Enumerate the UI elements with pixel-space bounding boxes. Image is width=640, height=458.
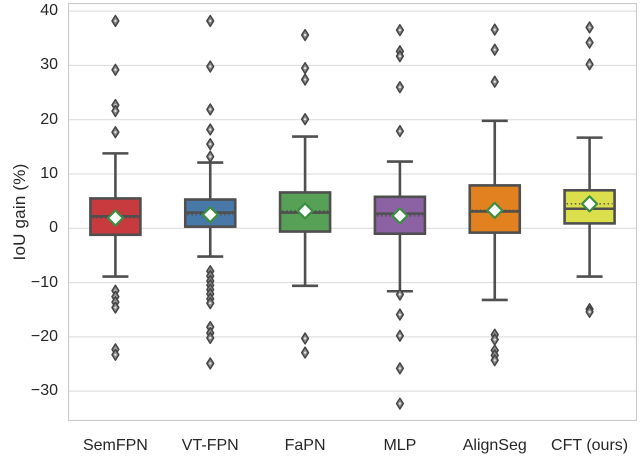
outlier-point-center [303, 33, 307, 37]
boxplot-mlp [373, 160, 427, 293]
y-tick-label: 20 [40, 110, 58, 128]
y-tick-label: 10 [40, 165, 58, 182]
y-tick-label: 0 [49, 219, 58, 237]
mean-marker [486, 201, 504, 219]
outlier-point-center [303, 337, 307, 340]
x-tick-label: MLP [383, 437, 417, 454]
y-tick-label: −30 [30, 382, 58, 400]
mean-marker [391, 207, 409, 225]
outlier-point-center [493, 48, 496, 51]
outlier-point-center [114, 353, 117, 356]
outlier-point-center [114, 19, 117, 23]
x-tick-label: SemFPN [82, 437, 148, 454]
outlier-point-center [398, 86, 402, 89]
outlier-point-center [588, 310, 591, 313]
outlier-point-center [398, 293, 402, 296]
outlier-point-center [114, 68, 117, 71]
plot-canvas [68, 3, 637, 421]
x-tick-label: VT-FPN [181, 437, 239, 454]
outlier-point-center [398, 367, 402, 370]
outlier-point-center [114, 131, 117, 134]
y-tick-label: 40 [40, 2, 58, 20]
outlier-point-center [114, 109, 117, 113]
outlier-point-center [209, 362, 212, 365]
outlier-point-center [588, 63, 591, 66]
outlier-point-center [209, 19, 212, 23]
y-tick-label: −20 [30, 327, 58, 345]
x-tick-label: AlignSeg [462, 437, 527, 454]
outlier-point-center [588, 26, 591, 29]
outlier-point-center [398, 313, 402, 316]
y-tick-label: 30 [40, 56, 58, 74]
axes-border [68, 3, 637, 421]
outlier-point-center [493, 28, 496, 31]
outlier-point-center [493, 80, 496, 83]
outlier-point-center [398, 130, 402, 133]
y-tick-label: −10 [30, 273, 58, 291]
plot-area [68, 3, 637, 421]
outlier-point-center [493, 359, 496, 362]
outlier-point-center [303, 67, 307, 70]
mean-marker [580, 195, 599, 213]
outlier-point-center [303, 78, 307, 81]
x-tick-label: FaPN [284, 437, 326, 454]
mean-marker [201, 206, 219, 224]
outlier-point-center [209, 302, 212, 305]
outlier-point-center [303, 118, 307, 121]
outlier-point-center [303, 351, 307, 354]
x-tick-label: CFT (ours) [551, 437, 629, 454]
outlier-point-center [398, 334, 402, 337]
outlier-point-center [209, 108, 212, 111]
outlier-point-center [209, 65, 212, 68]
outlier-point-center [114, 306, 117, 309]
outlier-point-center [209, 336, 212, 340]
mean-marker [296, 202, 314, 220]
outlier-point-center [588, 41, 591, 44]
outlier-point-center [398, 402, 402, 405]
outlier-point-center [493, 338, 496, 341]
mean-marker [106, 209, 125, 227]
boxplot-vt-fpn [183, 161, 237, 258]
outlier-point-center [398, 29, 402, 32]
outlier-point-center [398, 55, 402, 58]
outlier-point-center [209, 155, 212, 158]
outlier-point-center [209, 128, 212, 131]
outlier-point-center [209, 143, 212, 146]
